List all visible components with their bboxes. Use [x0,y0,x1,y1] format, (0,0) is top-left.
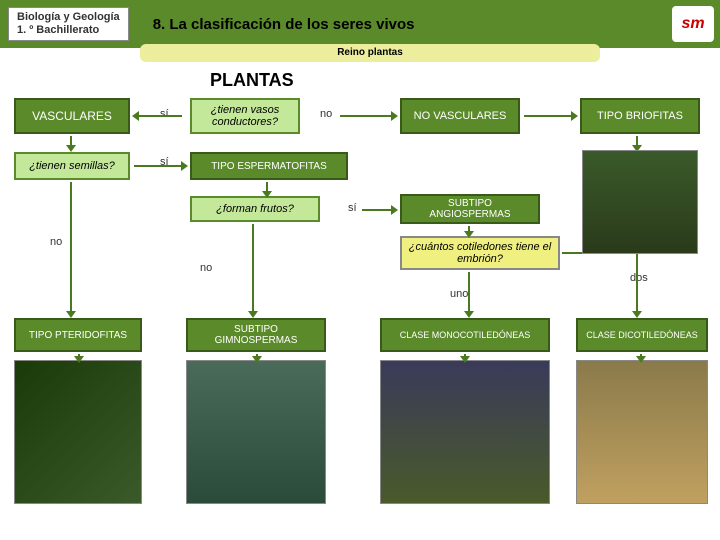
node-sub-gimno: SUBTIPO GIMNOSPERMAS [186,318,326,352]
node-vasculares: VASCULARES [14,98,130,134]
node-clase-mono: CLASE MONOCOTILEDÓNEAS [380,318,550,352]
image-juniper [186,360,326,504]
image-daisy [576,360,708,504]
arrow-cot-dico [636,254,638,312]
subheader: Reino plantas [140,44,600,62]
arrow-angio-cot [468,226,470,232]
root-title: PLANTAS [210,70,294,91]
arrow-dico-img [640,354,642,357]
arrow-frutos-gimno [252,224,254,312]
arrow-sem-pterid [70,182,72,312]
label-no-3: no [200,262,212,274]
label-dos: dos [630,272,648,284]
flowchart-canvas: PLANTAS VASCULARES ¿tienen vasos conduct… [0,66,720,536]
node-sub-angio: SUBTIPO ANGIOSPERMAS [400,194,540,224]
label-si-1: sí [160,108,169,120]
node-tipo-esperm: TIPO ESPERMATOFITAS [190,152,348,180]
label-no-2: no [50,236,62,248]
arrow-gimno-img [256,354,258,357]
image-iris [380,360,550,504]
arrow-vasos-vasc [138,115,182,117]
arrow-esperm-frutos [266,182,268,192]
label-si-3: sí [348,202,357,214]
node-tipo-briofitas: TIPO BRIOFITAS [580,98,700,134]
node-q-semillas: ¿tienen semillas? [14,152,130,180]
node-clase-dico: CLASE DICOTILEDÓNEAS [576,318,708,352]
arrow-cot-mono [468,272,470,312]
image-fern [14,360,142,504]
subject-box: Biología y Geología 1. º Bachillerato [8,7,129,41]
node-q-frutos: ¿forman frutos? [190,196,320,222]
label-no-1: no [320,108,332,120]
node-q-vasos: ¿tienen vasos conductores? [190,98,300,134]
image-moss [582,150,698,254]
arrow-vasos-novasc [340,115,392,117]
node-no-vasculares: NO VASCULARES [400,98,520,134]
label-uno: uno [450,288,468,300]
arrow-vasc-sem [70,136,72,146]
node-q-cotiled: ¿cuántos cotiledones tiene el embrión? [400,236,560,270]
node-tipo-pterid: TIPO PTERIDOFITAS [14,318,142,352]
arrow-novasc-brio [524,115,572,117]
subject-text: Biología y Geología [17,11,120,24]
arrow-mono-img [464,354,466,357]
page-title: 8. La clasificación de los seres vivos [153,16,415,33]
logo: sm [672,6,714,42]
header-bar: Biología y Geología 1. º Bachillerato 8.… [0,0,720,48]
level-text: 1. º Bachillerato [17,24,120,37]
arrow-frutos-angio [362,209,392,211]
arrow-pterid-img [78,354,80,357]
arrow-sem-esperm [134,165,182,167]
arrow-brio-img [636,136,638,146]
